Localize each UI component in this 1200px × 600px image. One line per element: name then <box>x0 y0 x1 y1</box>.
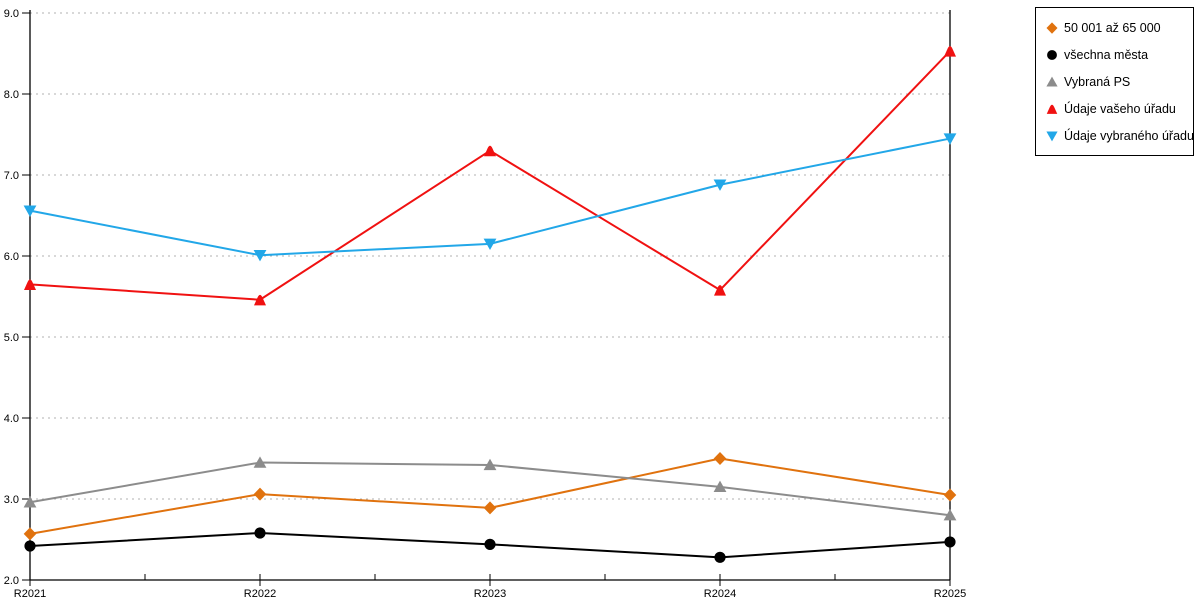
x-tick-label: R2021 <box>14 588 46 600</box>
diamond-icon <box>713 452 727 465</box>
legend: 50 001 až 65 000 všechna města Vybraná PS Ú… <box>1035 7 1194 156</box>
triangle-up-rounded-icon <box>1046 104 1058 114</box>
triangle-down-icon <box>1046 130 1058 141</box>
triangle-up-icon <box>1046 76 1058 87</box>
y-tick-label: 8.0 <box>4 89 19 101</box>
y-tick-label: 5.0 <box>4 332 19 344</box>
triangle-up-icon <box>483 458 497 471</box>
triangle-up-rounded-icon <box>484 145 496 157</box>
triangle-down-icon <box>253 249 267 262</box>
triangle-up-rounded-icon <box>714 285 726 296</box>
y-tick-label: 7.0 <box>4 170 19 182</box>
triangle-up-icon <box>943 509 957 521</box>
legend-item: Údaje vybraného úřadu <box>1044 122 1194 149</box>
circle-icon <box>714 551 726 563</box>
triangle-up-icon <box>713 480 727 493</box>
y-tick-label: 2.0 <box>4 575 19 587</box>
y-tick-label: 9.0 <box>4 8 19 20</box>
diamond-icon <box>253 487 267 501</box>
legend-item-label: všechna města <box>1064 47 1149 62</box>
circle-icon <box>944 536 956 548</box>
y-tick-label: 4.0 <box>4 413 19 425</box>
diamond-icon <box>1046 21 1058 34</box>
legend-item: všechna města <box>1044 41 1185 68</box>
triangle-up-rounded-icon <box>254 294 266 306</box>
diamond-icon <box>483 501 497 515</box>
circle-icon <box>484 538 496 550</box>
circle-icon <box>254 527 266 539</box>
triangle-down-icon <box>483 238 497 251</box>
legend-item-label: 50 001 až 65 000 <box>1064 20 1161 35</box>
triangle-down-icon <box>23 205 37 217</box>
legend-item-label: Údaje vašeho úřadu <box>1064 101 1176 116</box>
x-tick-label: R2023 <box>474 588 506 600</box>
triangle-up-icon <box>253 456 267 468</box>
circle-icon <box>1047 49 1057 60</box>
triangle-down-icon <box>943 133 957 145</box>
legend-item: 50 001 až 65 000 <box>1044 14 1185 41</box>
y-tick-label: 6.0 <box>4 251 19 263</box>
x-tick-label: R2025 <box>934 588 966 600</box>
legend-item-label: Údaje vybraného úřadu <box>1064 128 1194 143</box>
triangle-up-icon <box>23 496 37 508</box>
x-tick-label: R2022 <box>244 588 276 600</box>
diamond-icon <box>23 527 37 541</box>
circle-icon <box>24 540 36 552</box>
legend-item-label: Vybraná PS <box>1064 74 1131 89</box>
triangle-up-rounded-icon <box>24 279 36 290</box>
diamond-icon <box>943 488 957 502</box>
y-tick-label: 3.0 <box>4 494 19 506</box>
triangle-down-icon <box>713 179 727 191</box>
legend-item: Údaje vašeho úřadu <box>1044 95 1185 122</box>
legend-item: Vybraná PS <box>1044 68 1185 95</box>
x-tick-label: R2024 <box>704 588 736 600</box>
triangle-up-rounded-icon <box>944 46 956 57</box>
